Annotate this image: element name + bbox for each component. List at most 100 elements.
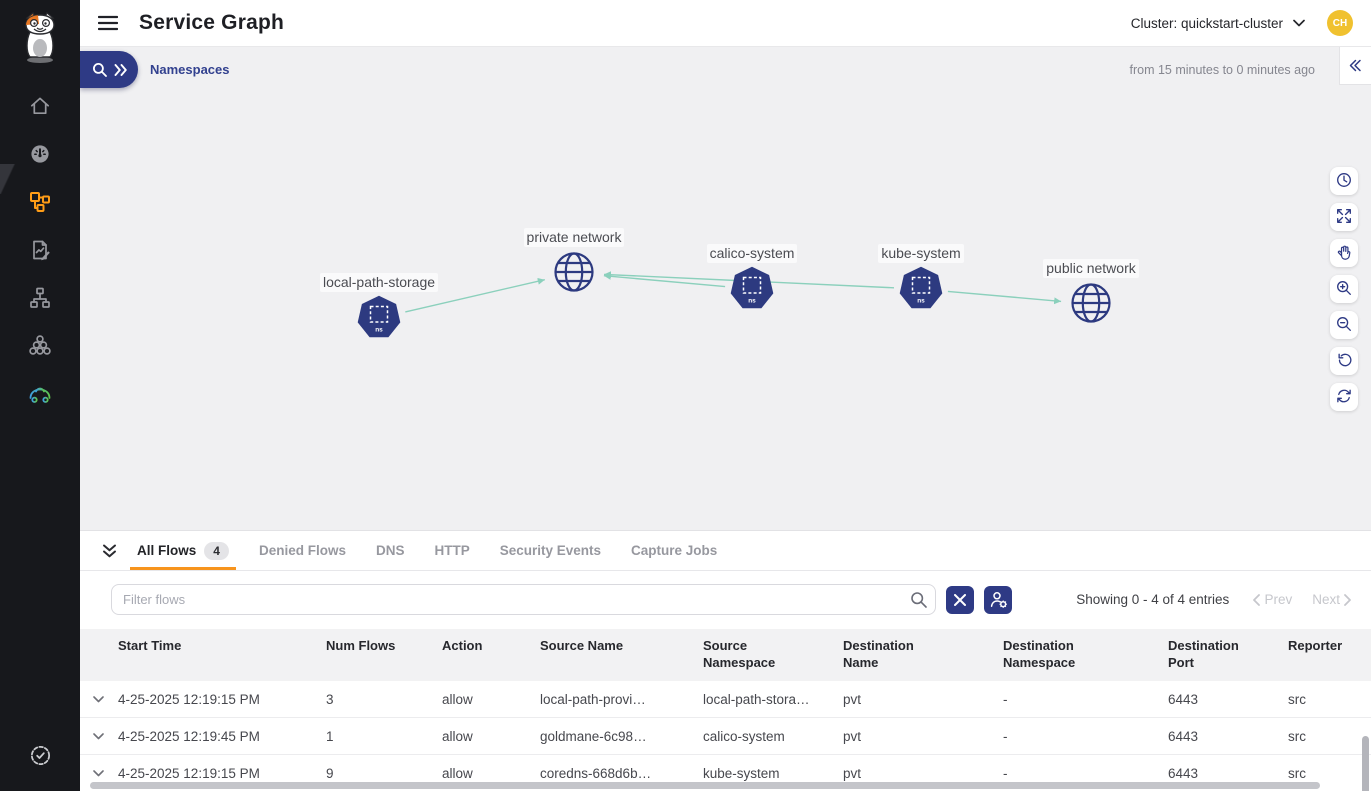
sidebar-nav [0, 84, 80, 420]
flows-table: Start Time Num Flows Action Source Name Sour… [80, 629, 1371, 791]
graph-node-public-network[interactable]: public network [1011, 259, 1171, 325]
cell: - [1003, 728, 1008, 744]
graph-node-private-network[interactable]: private network [494, 228, 654, 294]
svg-text:ns: ns [375, 327, 383, 334]
active-item-wedge [0, 164, 16, 194]
graph-node-calico-system[interactable]: calico-system ns [672, 244, 832, 310]
graph-search-button[interactable] [80, 51, 138, 88]
sidebar-item-network-tree[interactable] [0, 276, 80, 324]
flows-tabbar: All Flows 4 Denied Flows DNS HTTP Security Ev… [80, 531, 1371, 571]
zoom-out-button[interactable] [1330, 311, 1358, 339]
table-vertical-scrollbar[interactable] [1362, 736, 1369, 791]
sidebar-item-clusters[interactable] [0, 324, 80, 372]
column-header-reporter[interactable]: Reporter [1288, 638, 1343, 653]
cell: 4-25-2025 12:19:15 PM [118, 691, 260, 707]
time-settings-button[interactable] [1330, 167, 1358, 195]
collapse-side-panel-button[interactable] [1339, 47, 1371, 85]
calico-cat-logo[interactable] [17, 12, 63, 64]
cell: 9 [326, 765, 334, 781]
cell: allow [442, 765, 473, 781]
certificate-check-icon[interactable] [28, 743, 53, 773]
pagination: Prev Next [1253, 592, 1357, 607]
prev-page-button[interactable]: Prev [1253, 592, 1292, 607]
column-header-source-name[interactable]: Source Name [540, 638, 624, 653]
collapse-flows-button[interactable] [96, 531, 122, 570]
sidebar-item-reports[interactable] [0, 228, 80, 276]
refresh-button[interactable] [1330, 383, 1358, 411]
avatar[interactable]: CH [1327, 10, 1353, 36]
tab-label: HTTP [434, 543, 470, 558]
close-icon [954, 593, 966, 606]
svg-text:ns: ns [917, 298, 925, 305]
tab-all-flows[interactable]: All Flows 4 [122, 531, 244, 570]
user-gear-icon [990, 592, 1007, 609]
customize-columns-button[interactable] [984, 585, 1012, 614]
sidebar-item-car[interactable] [0, 372, 80, 420]
service-graph-canvas[interactable]: Namespaces from 15 minutes to 0 minutes … [80, 47, 1371, 530]
fit-screen-button[interactable] [1330, 203, 1358, 231]
tab-denied-flows[interactable]: Denied Flows [244, 531, 361, 570]
cell: src [1288, 728, 1306, 744]
table-row[interactable]: 4-25-2025 12:19:15 PM 9 allow coredns-668d6… [80, 755, 1371, 791]
tab-label: DNS [375, 543, 405, 558]
search-icon[interactable] [910, 591, 927, 608]
column-header-destination-namespace[interactable]: Destination Namespace [1003, 638, 1076, 670]
tab-http[interactable]: HTTP [419, 531, 484, 570]
breadcrumb[interactable]: Namespaces [150, 62, 230, 77]
network-globe-icon [554, 252, 594, 292]
filter-flows-input[interactable] [111, 584, 936, 615]
chevron-left-icon [1253, 593, 1261, 606]
column-header-start-time[interactable]: Start Time [118, 638, 182, 653]
svg-text:ns: ns [748, 298, 756, 305]
cell: pvt [843, 728, 862, 744]
next-page-button[interactable]: Next [1312, 592, 1351, 607]
cell: 4-25-2025 12:19:45 PM [118, 728, 260, 744]
expand-row-chevron-icon[interactable] [88, 769, 118, 777]
filter-wrap [111, 584, 936, 615]
horizontal-scrollbar-thumb[interactable] [90, 782, 1320, 789]
double-chevron-right-icon [114, 63, 127, 76]
sidebar-item-home[interactable] [0, 84, 80, 132]
cell: local-path-stora… [703, 691, 810, 707]
graph-node-label: local-path-storage [319, 273, 439, 292]
cluster-selector[interactable]: Cluster: quickstart-cluster [1131, 16, 1305, 31]
dashboard-gauge-icon [28, 142, 52, 171]
clear-filter-button[interactable] [946, 585, 974, 614]
tab-capture-jobs[interactable]: Capture Jobs [616, 531, 732, 570]
zoom-in-button[interactable] [1330, 275, 1358, 303]
namespace-icon: ns [357, 295, 401, 338]
table-row[interactable]: 4-25-2025 12:19:15 PM 3 allow local-path-pr… [80, 681, 1371, 718]
cell: - [1003, 765, 1008, 781]
column-header-expand [88, 629, 118, 638]
graph-node-label: private network [523, 228, 625, 247]
column-header-destination-port[interactable]: Destination Port [1168, 638, 1239, 670]
column-header-destination-name[interactable]: Destination Name [843, 638, 914, 670]
time-range-label: from 15 minutes to 0 minutes ago [1129, 63, 1315, 77]
search-icon [92, 63, 107, 77]
graph-node-local-path-storage[interactable]: local-path-storage ns [299, 273, 459, 339]
pan-icon [1335, 243, 1353, 264]
cell: - [1003, 691, 1008, 707]
expand-row-chevron-icon[interactable] [88, 732, 118, 740]
sidebar-footer [0, 743, 80, 773]
expand-row-chevron-icon[interactable] [88, 695, 118, 703]
flows-panel: All Flows 4 Denied Flows DNS HTTP Security Ev… [80, 530, 1371, 791]
network-globe-icon [1071, 283, 1111, 323]
graph-node-label: calico-system [706, 244, 798, 263]
filter-row: Showing 0 - 4 of 4 entries Prev Next [111, 584, 1357, 615]
sidebar-item-dashboard-gauge[interactable] [0, 132, 80, 180]
namespace-icon: ns [730, 266, 774, 309]
pan-button[interactable] [1330, 239, 1358, 267]
tab-dns[interactable]: DNS [361, 531, 420, 570]
sidebar-item-service-graph[interactable] [0, 164, 80, 228]
column-header-source-namespace[interactable]: Source Namespace [703, 638, 776, 670]
table-row[interactable]: 4-25-2025 12:19:45 PM 1 allow goldmane-6c98… [80, 718, 1371, 755]
hamburger-menu-icon[interactable] [98, 15, 118, 31]
column-header-num-flows[interactable]: Num Flows [326, 638, 396, 653]
column-header-action[interactable]: Action [442, 638, 483, 653]
namespace-icon: ns [899, 266, 943, 309]
tab-security-events[interactable]: Security Events [485, 531, 616, 570]
zoom-in-icon [1335, 279, 1353, 300]
graph-node-kube-system[interactable]: kube-system ns [841, 244, 1001, 310]
reset-view-button[interactable] [1330, 347, 1358, 375]
